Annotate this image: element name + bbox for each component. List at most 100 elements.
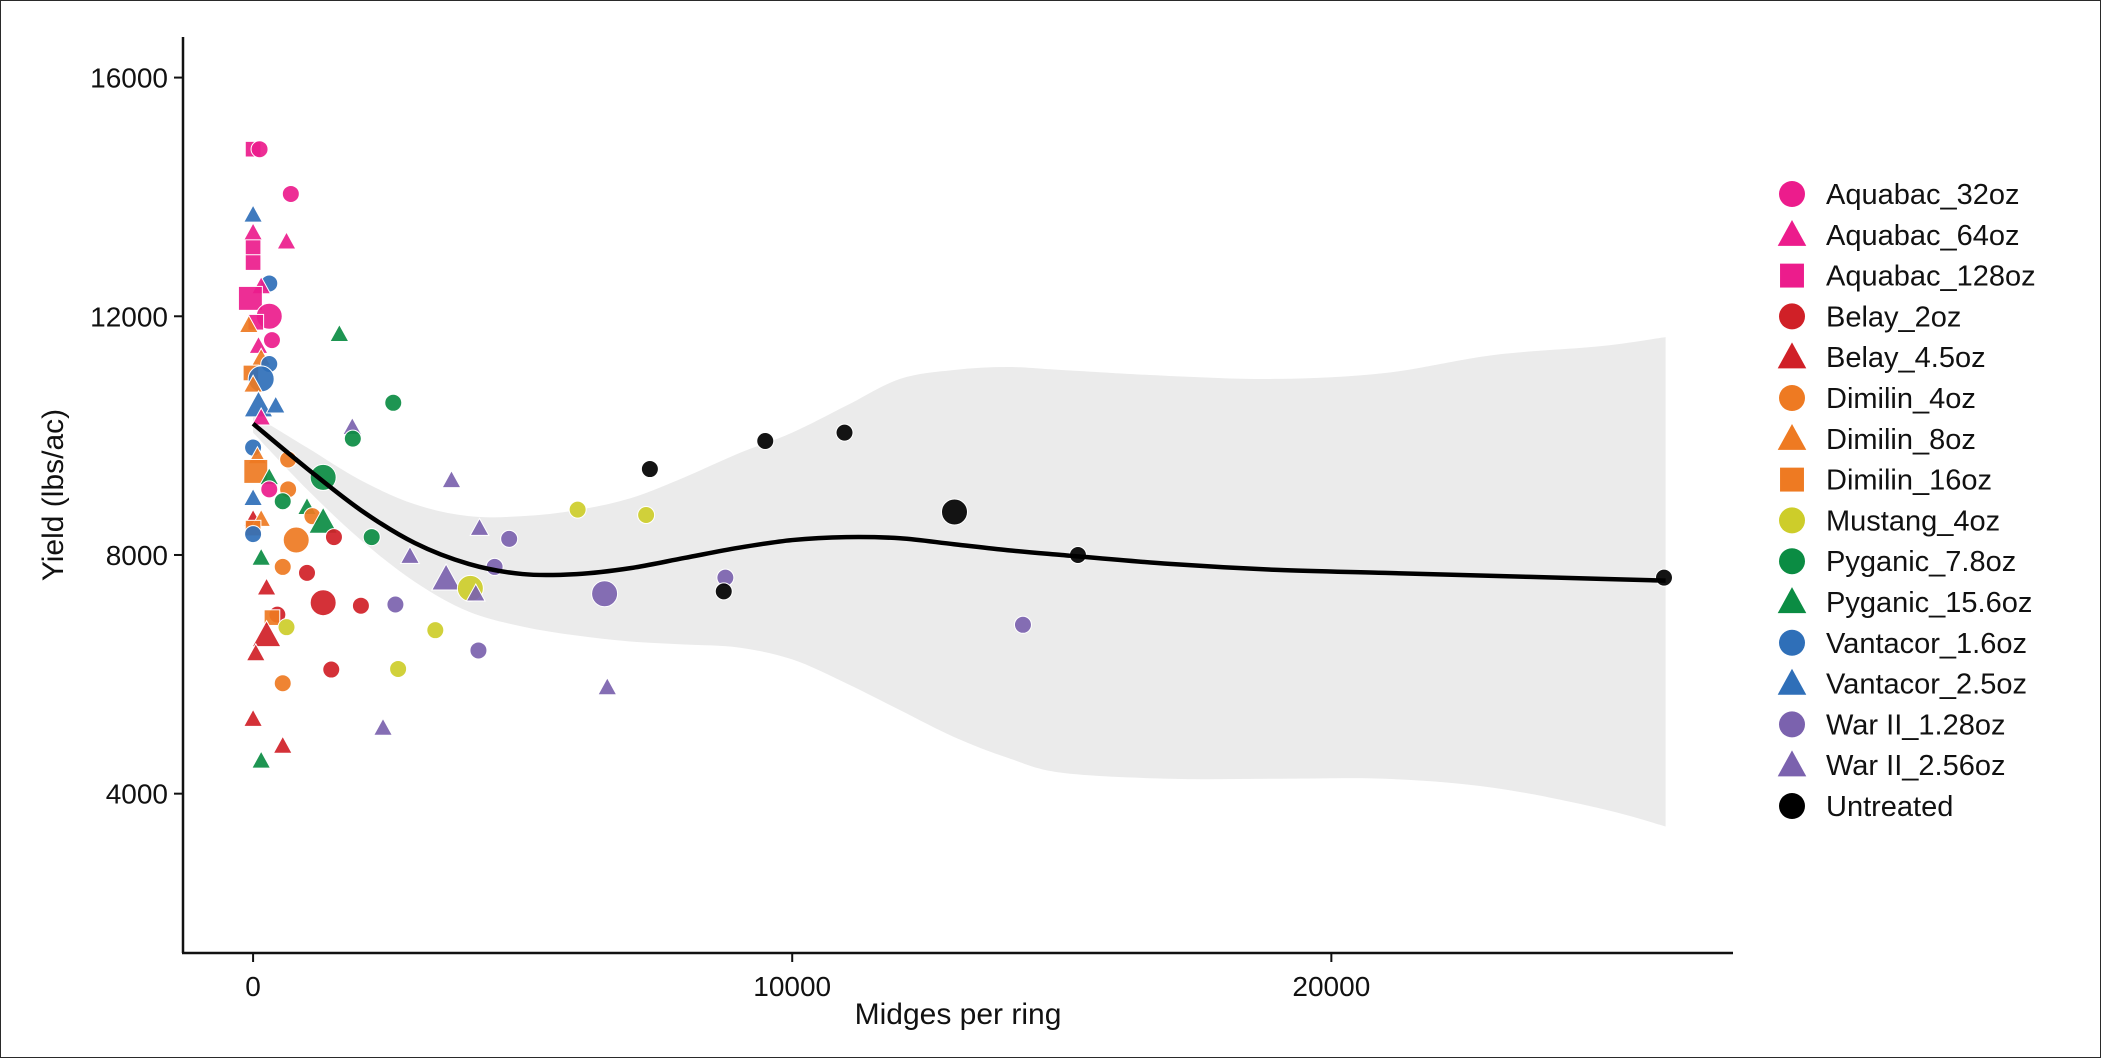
data-point-pyganic-7-8oz [343, 429, 362, 448]
data-point-belay-4-5oz [256, 577, 277, 596]
data-point-aquabac-64oz [276, 230, 297, 250]
data-point-belay-4-5oz [245, 642, 266, 662]
data-point-war-ii-1-28oz [1013, 615, 1032, 634]
data-point-untreated [1654, 568, 1673, 587]
confidence-band-layer [253, 337, 1666, 827]
y-tick-label: 4000 [106, 779, 168, 810]
legend-item-dimilin-16oz: Dimilin_16oz [1780, 465, 1992, 497]
legend-label: Vantacor_2.5oz [1826, 669, 2027, 701]
data-point-war-ii-2-56oz [469, 517, 490, 536]
data-point-war-ii-2-56oz [441, 469, 462, 489]
data-point-aquabac-64oz [250, 406, 272, 426]
legend-label: Belay_4.5oz [1826, 342, 1986, 374]
legend-label: War II_1.28oz [1826, 709, 2005, 741]
data-point-mustang-4oz [426, 621, 445, 640]
legend-item-belay-2oz: Belay_2oz [1779, 301, 1961, 333]
legend-key-triangle [1777, 342, 1807, 369]
legend-label: Dimilin_16oz [1826, 465, 1992, 497]
legend-key-circle [1779, 507, 1805, 534]
data-point-vantacor-2-5oz [242, 487, 264, 507]
data-point-war-ii-2-56oz [399, 545, 421, 564]
legend-key-circle [1779, 793, 1805, 819]
legend-item-belay-4-5oz: Belay_4.5oz [1777, 342, 1986, 374]
data-point-untreated [640, 460, 659, 479]
data-point-pyganic-7-8oz [362, 528, 381, 547]
data-point-dimilin-16oz [263, 609, 281, 626]
smooth-line [251, 421, 1666, 583]
x-axis-title: Midges per ring [855, 998, 1062, 1031]
data-point-belay-2oz [309, 589, 337, 617]
legend-label: Dimilin_4oz [1826, 383, 1976, 415]
legend-label: Aquabac_64oz [1826, 220, 2020, 252]
legend-key-circle [1779, 711, 1805, 738]
data-point-aquabac-32oz [250, 140, 269, 159]
legend-key-circle [1779, 385, 1805, 411]
legend-label: Pyganic_7.8oz [1826, 546, 2016, 578]
data-point-aquabac-32oz [260, 480, 279, 499]
data-point-untreated [835, 423, 854, 442]
legend-key-square [1780, 467, 1804, 492]
legend-label: Belay_2oz [1826, 301, 1961, 333]
axes-layer [181, 37, 1733, 955]
legend-item-dimilin-8oz: Dimilin_8oz [1777, 423, 1976, 456]
legend-item-mustang-4oz: Mustang_4oz [1779, 505, 2000, 537]
legend-key-circle [1779, 548, 1805, 575]
data-point-pyganic-7-8oz [273, 492, 292, 511]
legend-key-square [1780, 263, 1804, 288]
legend-item-vantacor-1-6oz: Vantacor_1.6oz [1779, 628, 2027, 660]
legend-label: Mustang_4oz [1826, 505, 2000, 537]
legend-label: Vantacor_1.6oz [1826, 628, 2027, 660]
data-point-belay-2oz [324, 528, 343, 547]
data-point-dimilin-4oz [273, 557, 292, 576]
legend-item-vantacor-2-5oz: Vantacor_2.5oz [1777, 669, 2027, 701]
data-point-belay-4-5oz [251, 619, 282, 648]
x-ticks: 0 10000 20000 [245, 953, 1370, 1002]
data-point-dimilin-8oz [242, 374, 264, 393]
legend: Aquabac_32oz Aquabac_64oz Aquabac_128oz Bel… [1777, 179, 2036, 823]
data-point-dimilin-4oz [273, 674, 292, 693]
data-point-untreated [714, 582, 733, 601]
legend-label: Dimilin_8oz [1826, 424, 1976, 456]
legend-item-aquabac-128oz: Aquabac_128oz [1780, 261, 2036, 293]
data-point-vantacor-2-5oz [242, 204, 264, 223]
legend-item-pyganic-7-8oz: Pyganic_7.8oz [1779, 546, 2016, 578]
data-point-untreated [940, 498, 968, 526]
data-point-war-ii-2-56oz [597, 676, 618, 696]
confidence-band [253, 337, 1666, 827]
data-point-vantacor-2-5oz [265, 395, 286, 414]
data-point-aquabac-128oz [244, 239, 262, 256]
data-point-aquabac-32oz [262, 331, 281, 350]
data-point-mustang-4oz [277, 618, 296, 637]
legend-item-untreated: Untreated [1779, 791, 1953, 823]
data-point-untreated [756, 431, 775, 450]
data-point-war-ii-1-28oz [386, 595, 405, 614]
data-point-war-ii-2-56oz [430, 562, 462, 591]
legend-item-dimilin-4oz: Dimilin_4oz [1779, 383, 1976, 415]
y-ticks: 4000 8000 12000 16000 [90, 63, 183, 810]
data-point-pyganic-7-8oz [384, 393, 403, 412]
data-point-belay-2oz [351, 596, 370, 615]
legend-key-triangle [1777, 423, 1807, 450]
data-point-pyganic-15-6oz [329, 323, 350, 342]
legend-key-triangle [1777, 750, 1807, 777]
legend-label: Untreated [1826, 791, 1953, 823]
data-point-aquabac-32oz [281, 184, 300, 203]
data-point-mustang-4oz [568, 500, 587, 519]
data-point-pyganic-15-6oz [250, 750, 272, 769]
legend-label: War II_2.56oz [1826, 750, 2005, 782]
x-tick-label: 0 [245, 971, 261, 1002]
data-point-belay-4-5oz [242, 708, 264, 727]
data-point-belay-2oz [298, 563, 316, 582]
points-layer [237, 140, 1673, 769]
y-tick-label: 8000 [106, 540, 168, 571]
legend-key-circle [1779, 181, 1805, 207]
data-point-pyganic-15-6oz [308, 506, 339, 534]
y-tick-label: 16000 [90, 63, 168, 94]
data-point-war-ii-2-56oz [465, 583, 486, 602]
legend-label: Aquabac_32oz [1826, 179, 2020, 211]
data-point-war-ii-1-28oz [500, 529, 519, 548]
y-tick-label: 12000 [90, 301, 168, 332]
data-point-aquabac-128oz [237, 285, 263, 311]
